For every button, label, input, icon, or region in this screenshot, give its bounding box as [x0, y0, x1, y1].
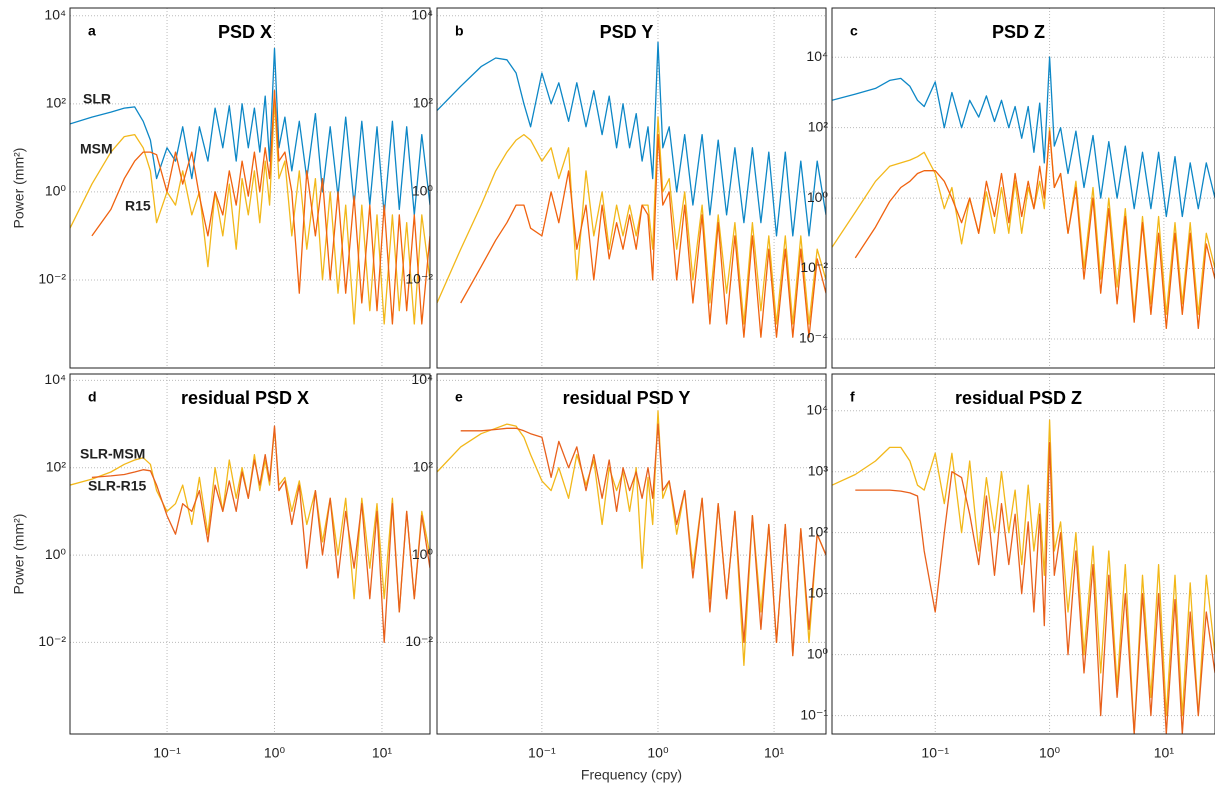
x-axis-label: Frequency (cpy) [581, 767, 682, 783]
legend-label: SLR [83, 91, 111, 107]
y-tick-label: 10² [413, 458, 434, 474]
panel-letter: f [850, 389, 855, 405]
y-tick-label: 10² [46, 458, 67, 474]
legend-label: SLR-R15 [88, 478, 147, 494]
series-line [460, 133, 826, 338]
series-line [855, 441, 1215, 734]
series-line [854, 130, 1215, 330]
panel: 10⁴ 10³ 10² 10¹ 10⁰ 10⁻¹ 10⁻¹ 10⁰ 10¹ f residual P… [800, 373, 1215, 761]
y-axis-label: Power (mm²) [11, 514, 27, 595]
series-line [460, 423, 826, 657]
x-tick-label: 10⁻¹ [528, 745, 556, 761]
series-line [91, 425, 430, 644]
plot-border [831, 7, 1215, 369]
series-line [832, 419, 1215, 734]
plot-border [69, 7, 431, 369]
x-tick-label: 10¹ [372, 745, 393, 761]
series-line [437, 41, 826, 237]
y-tick-label: 10² [413, 95, 434, 111]
panel: 10⁴ 10² 10⁰ 10⁻² 10⁻⁴ c PSD Z [799, 7, 1215, 369]
legend-label: SLR-MSM [80, 446, 145, 462]
plot-border [831, 373, 1215, 735]
x-tick-label: 10⁻¹ [153, 745, 181, 761]
y-tick-label: 10¹ [808, 584, 829, 600]
y-tick-label: 10⁴ [806, 48, 828, 64]
y-tick-label: 10⁴ [44, 6, 66, 22]
y-tick-label: 10⁻² [405, 271, 433, 287]
y-tick-label: 10⁰ [412, 546, 434, 562]
panel-letter: c [850, 23, 858, 39]
y-tick-label: 10⁻⁴ [799, 330, 828, 346]
plot-area [437, 374, 826, 734]
plot-border [69, 373, 431, 735]
y-tick-label: 10⁻² [38, 271, 66, 287]
y-tick-label: 10⁰ [412, 183, 434, 199]
panel-letter: d [88, 389, 97, 405]
panel-title: PSD Y [600, 22, 654, 42]
y-tick-label: 10⁻² [38, 633, 66, 649]
y-tick-label: 10² [808, 118, 829, 134]
series-line [437, 410, 826, 666]
x-tick-label: 10⁰ [647, 745, 669, 761]
y-tick-label: 10⁰ [45, 546, 67, 562]
series-line [832, 56, 1215, 218]
plot-area [437, 8, 826, 368]
legend-label: MSM [80, 141, 113, 157]
legend-label: R15 [125, 198, 151, 214]
panel-title: PSD Z [992, 22, 1045, 42]
y-axis-label: Power (mm²) [11, 148, 27, 229]
series-line [437, 116, 826, 325]
plot-area [832, 374, 1215, 734]
panel-letter: b [455, 23, 464, 39]
y-tick-label: 10⁻² [800, 259, 828, 275]
series-line [70, 47, 430, 216]
panel-title: residual PSD Z [955, 388, 1082, 408]
x-tick-label: 10⁰ [1039, 745, 1061, 761]
panel: 10⁴ 10² 10⁰ 10⁻² 10⁻¹ 10⁰ 10¹ e residual PSD Y Fr… [405, 371, 827, 783]
panel-title: residual PSD X [181, 388, 309, 408]
plot-area [832, 8, 1215, 368]
y-tick-label: 10⁰ [45, 183, 67, 199]
panel: 10⁴ 10² 10⁰ 10⁻² b PSD Y [405, 6, 827, 369]
plot-border [436, 7, 827, 369]
y-tick-label: 10⁰ [807, 189, 829, 205]
y-tick-label: 10⁰ [807, 645, 829, 661]
y-tick-label: 10² [46, 95, 67, 111]
series-line [91, 89, 430, 325]
y-tick-label: 10⁴ [44, 371, 66, 387]
y-tick-label: 10⁻² [405, 633, 433, 649]
panel-title: PSD X [218, 22, 272, 42]
y-tick-label: 10⁴ [411, 6, 433, 22]
x-tick-label: 10⁰ [264, 745, 286, 761]
plot-border [436, 373, 827, 735]
panel: 10⁴ 10² 10⁰ 10⁻² SLR MSM R15 a PSD X Power (mm²) [11, 6, 431, 369]
panel: 10⁴ 10² 10⁰ 10⁻² 10⁻¹ 10⁰ 10¹ SLR-MSM SLR-R15 d re… [11, 371, 431, 761]
panel-title: residual PSD Y [563, 388, 691, 408]
y-tick-label: 10² [808, 523, 829, 539]
x-tick-label: 10¹ [1154, 745, 1175, 761]
x-tick-label: 10¹ [764, 745, 785, 761]
x-tick-label: 10⁻¹ [921, 745, 949, 761]
panel-letter: e [455, 389, 463, 405]
y-tick-label: 10⁴ [806, 401, 828, 417]
y-tick-label: 10³ [808, 462, 829, 478]
panel-letter: a [88, 23, 96, 39]
y-tick-label: 10⁴ [411, 371, 433, 387]
plot-area [70, 374, 430, 734]
series-line [832, 127, 1215, 316]
y-tick-label: 10⁻¹ [800, 706, 828, 722]
